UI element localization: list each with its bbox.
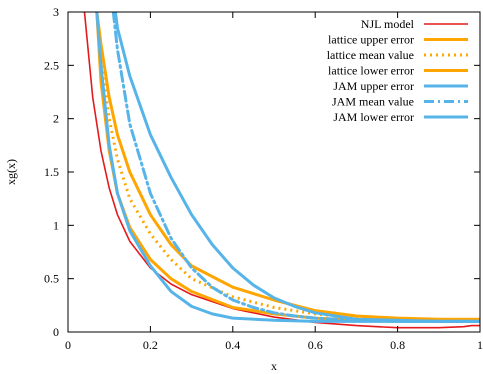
series-line-3 (95, 12, 480, 322)
legend-label: lattice lower error (328, 64, 414, 78)
series-line-5 (113, 12, 480, 323)
y-tick-label: 1.5 (44, 165, 59, 179)
x-axis-label: x (271, 359, 277, 373)
legend-label: JAM upper error (333, 79, 414, 93)
y-tick-label: 3 (53, 5, 59, 19)
x-tick-label: 0.8 (390, 338, 405, 352)
legend-label: lattice mean value (327, 48, 414, 62)
y-axis-label: xg(x) (4, 159, 18, 185)
y-tick-label: 0.5 (44, 272, 59, 286)
x-tick-label: 0.4 (225, 338, 240, 352)
legend-label: JAM mean value (332, 95, 414, 109)
y-tick-label: 0 (53, 325, 59, 339)
series-line-1 (83, 12, 480, 329)
series-line-4 (95, 12, 480, 323)
series-layer (83, 12, 480, 329)
series-line-7 (95, 12, 480, 323)
x-tick-label: 0.2 (143, 338, 158, 352)
y-tick-label: 1 (53, 218, 59, 232)
x-axis-ticks: 0 0.2 0.4 0.6 0.8 1 (65, 12, 483, 352)
y-tick-label: 2.5 (44, 58, 59, 72)
y-axis-ticks: 0 0.5 1 1.5 2 2.5 3 (44, 5, 480, 339)
y-tick-label: 2 (53, 112, 59, 126)
legend-label: JAM lower error (333, 110, 414, 124)
x-tick-label: 0 (65, 338, 71, 352)
x-tick-label: 1 (477, 338, 483, 352)
x-tick-label: 0.6 (308, 338, 323, 352)
legend-label: lattice upper error (328, 33, 414, 47)
legend-label: NJL model (361, 17, 415, 31)
